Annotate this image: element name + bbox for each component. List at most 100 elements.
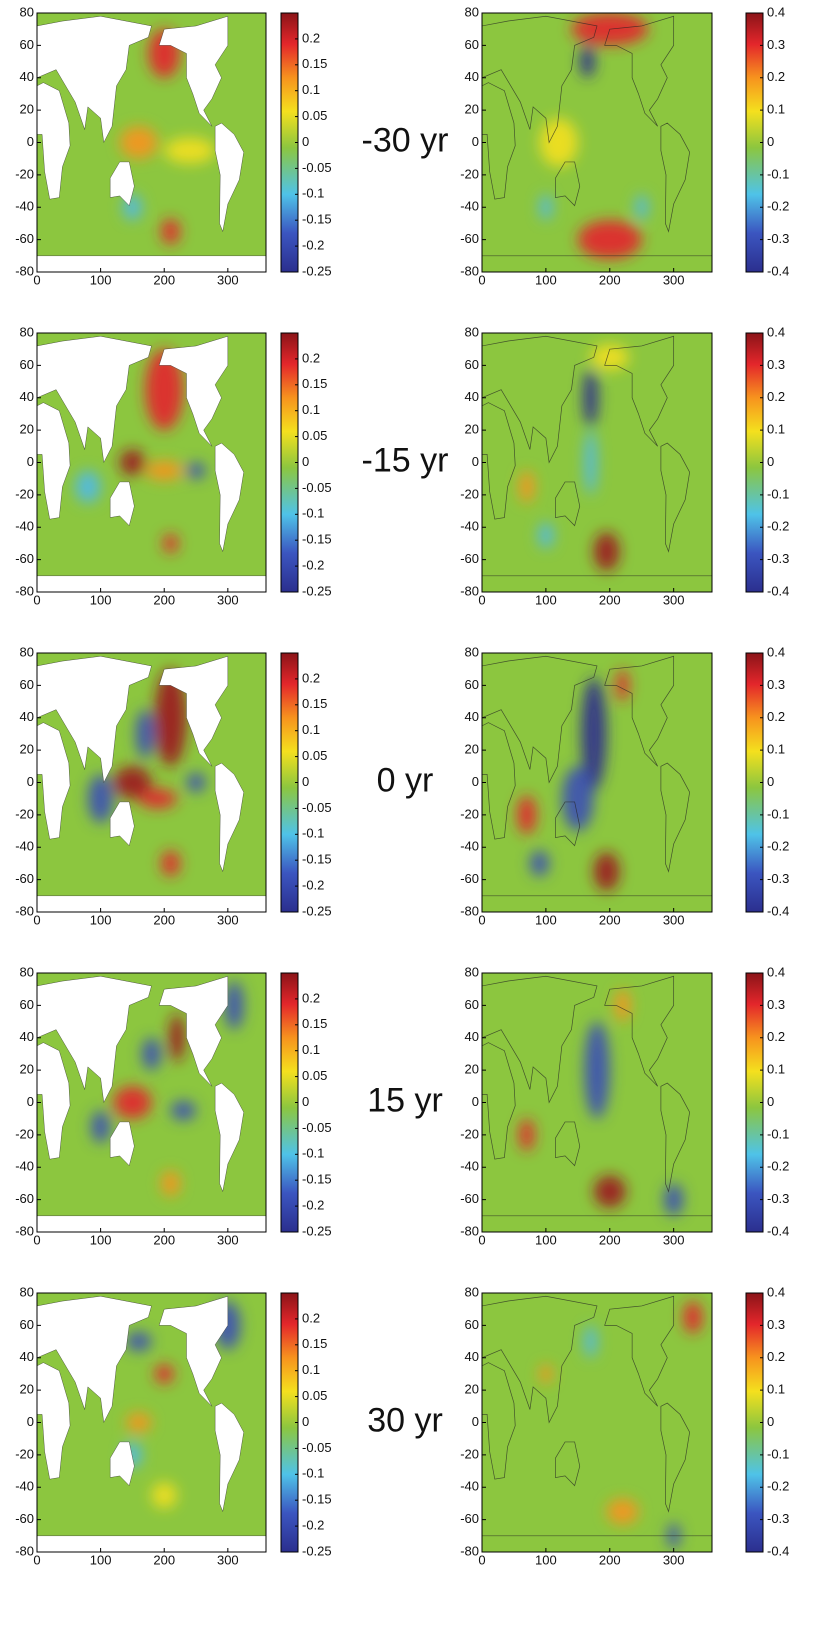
y-tick-label: -60 [15, 551, 34, 566]
y-tick-label: 20 [20, 1062, 34, 1077]
land [158, 15, 229, 127]
y-tick-label: -40 [15, 839, 34, 854]
y-tick-label: 0 [27, 454, 34, 469]
field-anomaly [519, 470, 535, 503]
map-panel: 0 100 200 300 -80 -60 -40 -20 0 20 40 60 80 -0.4 -0.3 -… [460, 1284, 789, 1567]
colorbar-tick-label: 0.1 [767, 742, 785, 757]
y-tick-label: 0 [472, 454, 479, 469]
coastline [482, 722, 516, 840]
field-anomaly [154, 669, 187, 767]
x-tick-label: 200 [153, 1552, 175, 1567]
y-tick-label: 80 [20, 324, 34, 339]
colorbar-tick-label: -0.2 [767, 1479, 789, 1494]
field-blobs [539, 1301, 703, 1549]
coastline [482, 255, 712, 272]
land [37, 1295, 152, 1424]
colorbar-tick-label: -0.1 [302, 826, 324, 841]
y-tick-label: 60 [465, 997, 479, 1012]
field-anomaly [635, 194, 649, 221]
field-anomaly [135, 709, 155, 759]
y-tick-label: -20 [460, 486, 479, 501]
y-tick-label: -60 [15, 1191, 34, 1206]
x-tick-label: 0 [33, 912, 40, 927]
y-tick-label: -80 [460, 263, 479, 278]
y-tick-label: 0 [472, 1414, 479, 1429]
colorbar-tick-label: 0.05 [302, 428, 327, 443]
y-tick-label: 80 [20, 4, 34, 19]
coastline [482, 1535, 712, 1552]
y-tick-label: -20 [15, 486, 34, 501]
y-tick-label: -40 [460, 199, 479, 214]
colorbar-tick-label: 0.2 [767, 1029, 785, 1044]
colorbar-tick-label: 0.2 [767, 69, 785, 84]
colorbar-tick-label: 0 [767, 1414, 774, 1429]
y-tick-label: 20 [465, 422, 479, 437]
y-tick-label: -40 [15, 519, 34, 534]
field-anomaly [584, 430, 597, 495]
field-anomaly [593, 852, 620, 891]
y-tick-label: -80 [460, 903, 479, 918]
field-anomaly [87, 774, 114, 823]
map-panel: 0 100 200 300 -80 -60 -40 -20 0 20 40 60 80 -0.4 -0.3 -… [460, 964, 789, 1247]
coastline [555, 801, 581, 847]
colorbar-tick-label: 0.3 [767, 677, 785, 692]
y-tick-label: -20 [460, 166, 479, 181]
y-tick-label: 40 [20, 1029, 34, 1044]
field-anomaly [593, 532, 620, 571]
colorbar-tick-label: -0.4 [767, 1223, 789, 1238]
colorbar-tick-label: 0 [302, 774, 309, 789]
colorbar-tick-label: 0.05 [302, 108, 327, 123]
colorbar-tick-label: -0.15 [302, 1492, 332, 1507]
field-anomaly [113, 1086, 152, 1119]
x-tick-label: 100 [90, 272, 112, 287]
coastline [482, 402, 516, 520]
field-anomaly [606, 1498, 639, 1525]
colorbar-tick-label: 0.1 [767, 1062, 785, 1077]
coastline [482, 575, 712, 592]
y-tick-label: 60 [465, 357, 479, 372]
row-label: 15 yr [367, 1081, 443, 1119]
map-field [37, 1293, 266, 1552]
field-anomaly [561, 766, 594, 832]
colorbar-tick-label: 0.1 [302, 1362, 320, 1377]
land [37, 895, 266, 912]
y-tick-label: -40 [460, 839, 479, 854]
y-tick-label: 40 [20, 1349, 34, 1364]
x-tick-label: 300 [217, 592, 239, 607]
land [37, 15, 152, 144]
field-anomaly [186, 772, 206, 793]
colorbar-tick-label: -0.2 [767, 839, 789, 854]
x-tick-label: 200 [599, 592, 621, 607]
y-tick-label: 80 [20, 964, 34, 979]
y-tick-label: 20 [20, 102, 34, 117]
map-panel: 0 100 200 300 -80 -60 -40 -20 0 20 40 60 80 -0.25 -0.2… [15, 324, 331, 607]
colorbar-tick-label: 0.4 [767, 964, 785, 979]
y-tick-label: -80 [460, 1223, 479, 1238]
land [37, 722, 71, 840]
field-anomaly [593, 1175, 626, 1208]
land [37, 975, 152, 1104]
field-anomaly [538, 522, 554, 549]
y-tick-label: 0 [27, 1094, 34, 1109]
y-tick-label: 80 [465, 1284, 479, 1299]
colorbar-tick-label: -0.3 [767, 1511, 789, 1526]
x-tick-label: 100 [535, 1232, 557, 1247]
colorbar-tick-label: 0.15 [302, 376, 327, 391]
map-field [37, 13, 266, 272]
y-tick-label: -80 [15, 1543, 34, 1558]
colorbar-tick-label: -0.3 [767, 551, 789, 566]
colorbar-tick-label: 0 [767, 454, 774, 469]
coastline [604, 655, 675, 767]
colorbar-tick-label: -0.2 [302, 558, 324, 573]
colorbar-tick-label: 0.05 [302, 1388, 327, 1403]
y-tick-label: -40 [15, 1159, 34, 1174]
y-tick-label: -80 [15, 263, 34, 278]
colorbar-tick-label: -0.4 [767, 263, 789, 278]
y-tick-label: -40 [460, 1479, 479, 1494]
row-label: -30 yr [362, 121, 449, 159]
field-anomaly [161, 850, 181, 877]
field-anomaly [138, 788, 177, 809]
map-panel: 0 100 200 300 -80 -60 -40 -20 0 20 40 60 80 -0.25 -0.2… [15, 4, 331, 287]
colorbar-tick-label: 0.2 [302, 350, 320, 365]
